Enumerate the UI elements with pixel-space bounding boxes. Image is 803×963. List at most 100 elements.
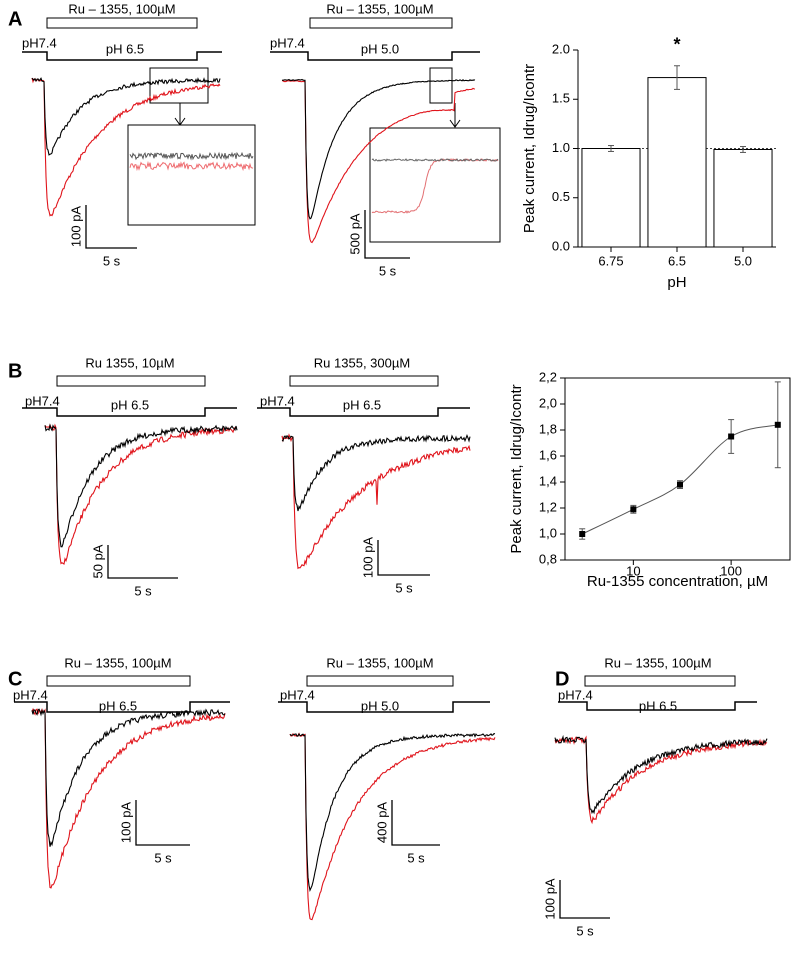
ph-start: pH7.4 — [280, 687, 315, 702]
inset-box — [127, 124, 256, 226]
x-tick-label: 10 — [626, 563, 640, 578]
scale-x-label: 5 s — [395, 580, 413, 595]
current-trace — [31, 708, 226, 847]
current-trace — [289, 732, 496, 921]
drug-bar — [584, 675, 736, 687]
current-trace — [281, 78, 476, 220]
current-trace — [44, 423, 238, 565]
scale-x-label: 5 s — [407, 850, 425, 865]
current-trace — [281, 433, 471, 570]
fit-curve — [582, 424, 778, 535]
point — [579, 531, 586, 537]
ph-step — [14, 701, 230, 713]
inset-box — [369, 127, 501, 243]
y-axis-label: Peak current, Idrug/Icontr — [521, 64, 538, 233]
scale-y-label: 100 pA — [118, 802, 133, 844]
drug-bar — [56, 375, 206, 387]
drug-label: Ru – 1355, 100µM — [68, 1, 175, 16]
ph-end: pH 6.5 — [106, 41, 144, 56]
drug-label: Ru 1355, 300µM — [314, 355, 410, 370]
ph-end: pH 5.0 — [361, 698, 399, 713]
ph-end: pH 5.0 — [361, 41, 399, 56]
inset-trace — [371, 158, 499, 162]
y-tick-label: 1,8 — [539, 421, 557, 436]
ph-start: pH7.4 — [13, 687, 48, 702]
scale-bar — [107, 545, 178, 579]
current-trace — [554, 734, 768, 815]
panel-label: D — [555, 668, 569, 690]
x-tick-label: 5.0 — [734, 253, 752, 268]
x-tick-label: 6.75 — [598, 253, 623, 268]
scale-x-label: 5 s — [576, 923, 594, 938]
y-tick-label: 1,0 — [539, 525, 557, 540]
inset-trace — [371, 157, 499, 214]
ph-step — [22, 51, 222, 61]
ph-start: pH7.4 — [270, 35, 305, 50]
panel-label: C — [8, 668, 22, 690]
scale-bar — [364, 210, 410, 259]
drug-label: Ru – 1355, 100µM — [604, 655, 711, 670]
ph-start: pH7.4 — [558, 687, 593, 702]
y-tick-label: 1,2 — [539, 499, 557, 514]
y-tick-label: 1,6 — [539, 447, 557, 462]
bar — [713, 148, 773, 248]
bar — [581, 148, 641, 248]
ph-end: pH 6.5 — [639, 698, 677, 713]
x-axis-label: Ru-1355 concentration, µM — [587, 573, 768, 590]
scale-bar — [85, 205, 137, 249]
axes — [577, 50, 776, 248]
ph-step — [22, 407, 237, 417]
current-trace — [31, 77, 221, 156]
drug-bar — [306, 675, 454, 687]
scale-x-label: 5 s — [103, 253, 121, 268]
scale-y-label: 100 pA — [542, 878, 557, 920]
ph-end: pH 6.5 — [99, 698, 137, 713]
ph-step — [558, 701, 757, 711]
ph-end: pH 6.5 — [111, 397, 149, 412]
drug-label: Ru – 1355, 100µM — [64, 655, 171, 670]
current-trace — [554, 735, 768, 825]
drug-bar — [46, 17, 198, 29]
annotation: * — [673, 35, 680, 55]
scale-bar — [135, 800, 190, 846]
ph-start: pH7.4 — [25, 393, 60, 408]
y-axis-label: Peak current, Idrug/Icontr — [508, 384, 525, 553]
y-tick-label: 0,8 — [539, 551, 557, 566]
drug-label: Ru – 1355, 100µM — [326, 655, 433, 670]
drug-bar — [289, 375, 439, 387]
scale-x-label: 5 s — [134, 583, 152, 598]
ph-step — [270, 51, 480, 61]
scale-y-label: 400 pA — [374, 802, 389, 844]
arrow-head — [449, 119, 461, 128]
current-trace — [44, 423, 238, 548]
zoom-box — [429, 67, 453, 104]
y-tick-label: 1.5 — [552, 91, 570, 106]
scale-y-label: 100 pA — [360, 537, 375, 579]
scale-y-label: 50 pA — [90, 544, 105, 578]
scale-x-label: 5 s — [154, 850, 172, 865]
y-tick-label: 1,4 — [539, 473, 557, 488]
bar — [647, 77, 707, 248]
ph-step — [278, 701, 490, 713]
y-tick-label: 0.0 — [552, 238, 570, 253]
y-tick-label: 2.0 — [552, 41, 570, 56]
scale-bar — [391, 800, 440, 846]
point — [630, 506, 637, 513]
y-tick-label: 0.5 — [552, 189, 570, 204]
x-tick-label: 6.5 — [668, 253, 686, 268]
inset-trace — [129, 151, 254, 161]
ph-step — [257, 407, 470, 417]
drug-label: Ru 1355, 10µM — [85, 355, 174, 370]
current-trace — [281, 433, 471, 512]
scale-bar — [559, 880, 610, 919]
ph-start: pH7.4 — [22, 35, 57, 50]
panel-label: B — [8, 360, 22, 382]
y-tick-label: 2,0 — [539, 395, 557, 410]
point — [677, 481, 684, 488]
current-trace — [281, 80, 476, 244]
scale-y-label: 100 pA — [68, 206, 83, 248]
inset-trace — [129, 160, 254, 172]
scale-x-label: 5 s — [379, 263, 397, 278]
y-tick-label: 2,2 — [539, 369, 557, 384]
